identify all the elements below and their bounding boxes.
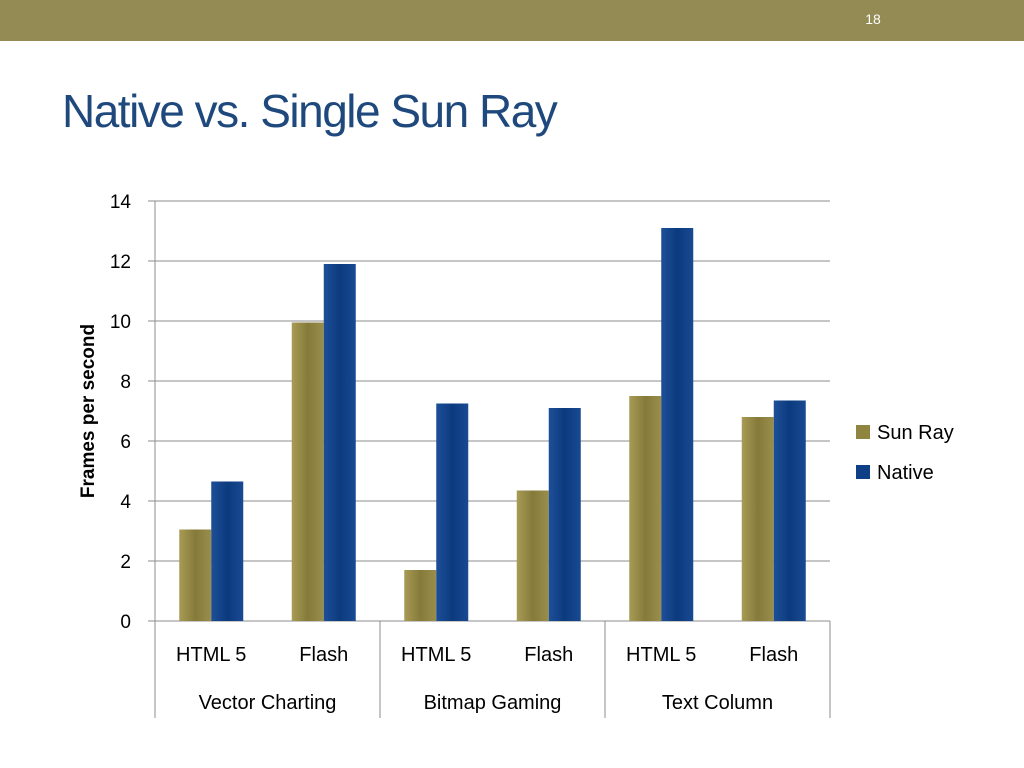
legend-label: Native bbox=[877, 462, 934, 484]
legend: Sun Ray Native bbox=[856, 422, 954, 484]
y-tick-label: 8 bbox=[120, 372, 131, 393]
legend-label: Sun Ray bbox=[877, 422, 954, 444]
x-category-label: Flash bbox=[299, 644, 348, 666]
bar-sun-ray bbox=[629, 396, 662, 621]
bars bbox=[179, 228, 806, 621]
slide-title: Native vs. Single Sun Ray bbox=[62, 85, 558, 137]
y-tick-label: 6 bbox=[120, 432, 131, 453]
x-category-label: HTML 5 bbox=[401, 644, 471, 666]
axes bbox=[154, 201, 831, 718]
bar-sun-ray bbox=[291, 322, 324, 621]
x-group-label: Text Column bbox=[662, 692, 773, 714]
x-group-label: Bitmap Gaming bbox=[424, 692, 562, 714]
bar-native bbox=[773, 400, 806, 621]
y-tick-labels: 0 2 4 6 8 10 12 14 bbox=[110, 192, 132, 633]
bar-native bbox=[436, 403, 469, 621]
y-tick-label: 4 bbox=[120, 492, 131, 513]
y-tick-label: 10 bbox=[110, 312, 131, 333]
y-tick-label: 14 bbox=[110, 192, 132, 213]
x-category-label: HTML 5 bbox=[176, 644, 246, 666]
x-category-label: Flash bbox=[524, 644, 573, 666]
y-axis-title: Frames per second bbox=[78, 324, 99, 498]
bar-native bbox=[548, 408, 581, 621]
top-bar bbox=[0, 0, 1024, 41]
x-category-label: Flash bbox=[749, 644, 798, 666]
y-tick-label: 2 bbox=[120, 552, 131, 573]
bar-native bbox=[323, 264, 356, 621]
y-tick-label: 12 bbox=[110, 252, 131, 273]
bar-sun-ray bbox=[179, 529, 212, 621]
bar-sun-ray bbox=[741, 417, 774, 621]
bar-native bbox=[661, 228, 694, 621]
x-group-label: Vector Charting bbox=[199, 692, 337, 714]
bar-sun-ray bbox=[516, 490, 549, 621]
bar-sun-ray bbox=[404, 570, 437, 621]
legend-swatch bbox=[856, 465, 870, 479]
x-category-label: HTML 5 bbox=[626, 644, 696, 666]
y-tick-label: 0 bbox=[120, 612, 131, 633]
x-labels: HTML 5 Flash HTML 5 Flash HTML 5 Flash Vector … bbox=[176, 644, 798, 714]
slide-number: 18 bbox=[865, 11, 881, 27]
bar-native bbox=[211, 481, 244, 621]
gridlines bbox=[148, 200, 830, 622]
legend-swatch bbox=[856, 425, 870, 439]
